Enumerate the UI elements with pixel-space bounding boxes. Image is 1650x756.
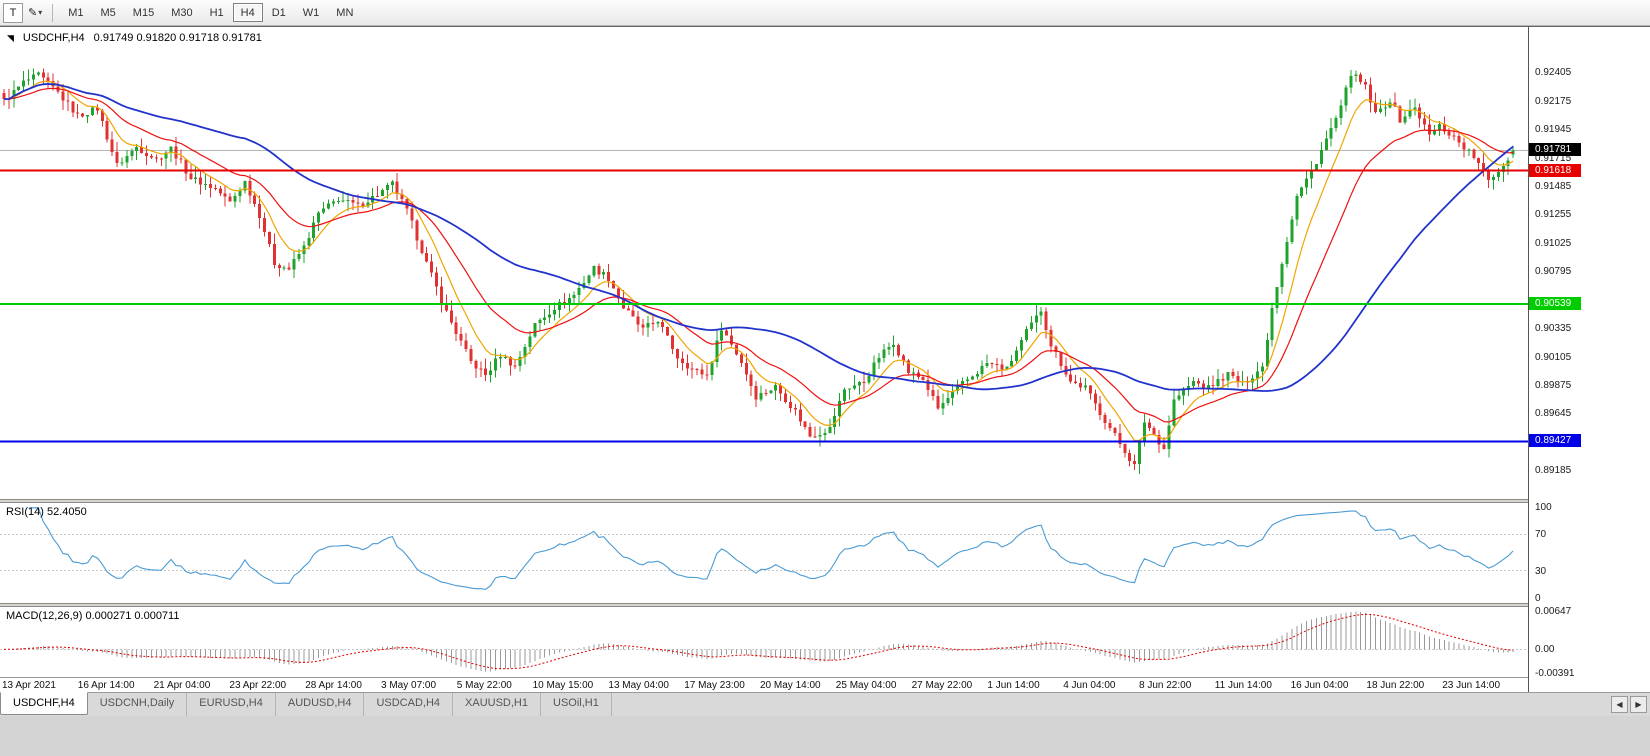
rsi-tick: 0 [1535, 593, 1541, 604]
price-chart[interactable] [0, 27, 1528, 499]
hline-price-badge: 0.89427 [1529, 434, 1581, 448]
price-tick: 0.91715 [1535, 152, 1572, 164]
price-tick: 0.89875 [1535, 379, 1572, 391]
chart-region: ◥ USDCHF,H4 0.91749 0.91820 0.91718 0.91… [0, 26, 1650, 693]
time-label: 3 May 07:00 [381, 680, 437, 691]
price-tick: 0.91255 [1535, 209, 1572, 221]
time-label: 17 May 23:00 [684, 680, 745, 691]
price-tick: 0.90335 [1535, 323, 1572, 335]
timeframe-button-m5[interactable]: M5 [93, 3, 124, 22]
hline-price-badge: 0.90539 [1529, 296, 1581, 310]
timeframe-button-m1[interactable]: M1 [60, 3, 91, 22]
timeframe-button-m30[interactable]: M30 [163, 3, 200, 22]
price-tick: 0.90795 [1535, 266, 1572, 278]
macd-tick: -0.00391 [1535, 668, 1575, 679]
chart-tab-usdchf-h4[interactable]: USDCHF,H4 [0, 692, 88, 715]
tab-strip: USDCHF,H4 USDCNH,Daily EURUSD,H4 AUDUSD,H4 U… [0, 692, 1650, 716]
time-label: 28 Apr 14:00 [305, 680, 362, 691]
price-tick: 0.90105 [1535, 351, 1572, 363]
macd-chart[interactable] [0, 607, 1528, 677]
price-panel: ◥ USDCHF,H4 0.91749 0.91820 0.91718 0.91… [0, 27, 1528, 499]
time-label: 8 Jun 22:00 [1139, 680, 1192, 691]
timeframe-button-d1[interactable]: D1 [264, 3, 294, 22]
price-tick: 0.91025 [1535, 237, 1572, 249]
chart-tab-usoil-h1[interactable]: USOil,H1 [541, 693, 612, 716]
tab-scroll-right-button[interactable]: ▶ [1630, 696, 1647, 713]
price-tick: 0.92175 [1535, 95, 1572, 107]
price-tick: 0.89185 [1535, 465, 1572, 477]
price-tick: 0.91485 [1535, 181, 1572, 192]
timeframe-group: M1 M5 M15 M30 H1 H4 D1 W1 MN [60, 3, 361, 22]
time-label: 10 May 15:00 [532, 680, 594, 691]
bottom-strip [0, 716, 1650, 756]
rsi-tick: 70 [1535, 529, 1547, 541]
macd-tick: 0.00 [1535, 644, 1555, 656]
chart-tab-xauusd-h1[interactable]: XAUUSD,H1 [453, 693, 541, 716]
timeframe-button-h1[interactable]: H1 [202, 3, 232, 22]
tab-scroll-left-button[interactable]: ◀ [1611, 696, 1628, 713]
time-label: 13 Apr 2021 [2, 680, 56, 691]
timeframe-button-m15[interactable]: M15 [125, 3, 162, 22]
toolbar: T ✎ ▾ M1 M5 M15 M30 H1 H4 D1 W1 MN [0, 0, 1650, 26]
time-label: 11 Jun 14:00 [1214, 680, 1272, 691]
time-label: 18 Jun 22:00 [1366, 680, 1425, 691]
current-price-badge: 0.91781 [1529, 143, 1581, 157]
panel-splitter[interactable] [0, 603, 1650, 607]
timeframe-button-mn[interactable]: MN [328, 3, 361, 22]
time-label: 23 Jun 14:00 [1442, 680, 1501, 691]
chart-tabbar: USDCHF,H4 USDCNH,Daily EURUSD,H4 AUDUSD,H4 U… [0, 692, 1650, 716]
time-axis[interactable]: 13 Apr 2021 16 Apr 14:00 21 Apr 04:00 23 Ap… [0, 677, 1528, 693]
time-label: 23 Apr 22:00 [229, 680, 287, 691]
price-tick: 0.89645 [1535, 408, 1572, 420]
chevron-down-icon: ▾ [38, 8, 43, 17]
panel-splitter[interactable] [0, 499, 1650, 503]
price-tick: 0.91945 [1535, 124, 1572, 136]
rsi-chart[interactable] [0, 503, 1528, 603]
chart-tab-audusd-h4[interactable]: AUDUSD,H4 [276, 693, 365, 716]
chart-tab-eurusd-h4[interactable]: EURUSD,H4 [187, 693, 276, 716]
timeframe-button-h4[interactable]: H4 [232, 3, 263, 22]
price-tick: 0.92405 [1535, 67, 1572, 79]
time-label: 27 May 22:00 [911, 680, 973, 691]
price-axis[interactable]: 0.92405 0.92175 0.91945 0.91715 0.91485 0.912… [1528, 27, 1650, 693]
macd-tick: 0.00647 [1535, 606, 1572, 617]
hline-price-badge: 0.91618 [1529, 163, 1581, 177]
timeframe-button-w1[interactable]: W1 [295, 3, 328, 22]
rsi-tick: 30 [1535, 565, 1547, 577]
chart-tab-usdcad-h4[interactable]: USDCAD,H4 [364, 693, 454, 716]
time-label: 16 Apr 14:00 [77, 680, 135, 691]
time-label: 4 Jun 04:00 [1063, 680, 1116, 691]
time-label: 21 Apr 04:00 [153, 680, 211, 691]
time-label: 1 Jun 14:00 [987, 680, 1040, 691]
time-label: 20 May 14:00 [760, 680, 821, 691]
macd-panel: MACD(12,26,9) 0.000271 0.000711 [0, 607, 1528, 677]
text-cursor-tool-button[interactable]: T [3, 2, 23, 23]
time-label: 25 May 04:00 [835, 680, 897, 691]
time-label: 16 Jun 04:00 [1290, 680, 1349, 691]
time-label: 13 May 04:00 [608, 680, 669, 691]
draw-tool-button[interactable]: ✎ ▾ [25, 3, 45, 23]
rsi-panel: RSI(14) 52.4050 [0, 503, 1528, 603]
time-label: 5 May 22:00 [456, 680, 512, 691]
chart-tab-usdcnh-daily[interactable]: USDCNH,Daily [88, 693, 188, 716]
tab-scroll-buttons: ◀ ▶ [1611, 696, 1647, 713]
pencil-icon: ✎ [28, 7, 38, 19]
rsi-tick: 100 [1535, 502, 1552, 513]
toolbar-separator [52, 3, 54, 22]
